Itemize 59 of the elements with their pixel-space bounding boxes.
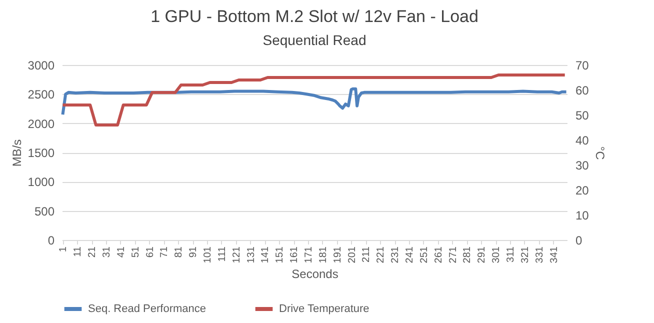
y2-tick-label: 20: [576, 184, 590, 198]
x-tick-label: 91: [188, 246, 200, 258]
x-tick-label: 151: [274, 246, 286, 264]
x-tick-label: 321: [520, 246, 531, 264]
legend-label: Drive Temperature: [279, 303, 370, 315]
x-tick-label: 101: [202, 246, 214, 264]
x-tick-label: 171: [304, 246, 315, 264]
y-tick-label: 2500: [28, 88, 55, 102]
x-tick-label: 71: [159, 246, 170, 258]
x-tick-label: 11: [72, 246, 84, 257]
y2-tick-label: 30: [576, 158, 590, 172]
x-tick-label: 331: [534, 246, 546, 264]
x-tick-label: 121: [231, 246, 242, 264]
x-tick-label: 261: [433, 246, 444, 264]
x-tick-label: 291: [476, 246, 488, 264]
x-tick-label: 231: [390, 246, 402, 264]
x-tick-label: 81: [174, 246, 185, 258]
y2-tick-label: 50: [576, 108, 590, 122]
legend-label: Seq. Read Performance: [88, 303, 206, 315]
chart-subtitle: Sequential Read: [262, 32, 366, 48]
chart-title: 1 GPU - Bottom M.2 Slot w/ 12v Fan - Load: [150, 7, 478, 26]
x-tick-label: 201: [346, 246, 358, 264]
line-series: [61, 87, 568, 116]
x-tick-label: 241: [404, 246, 416, 264]
x-tick-label: 181: [318, 246, 329, 264]
x-tick-label: 31: [102, 246, 113, 258]
y2-tick-label: 70: [576, 58, 590, 72]
y-tick-label: 500: [34, 204, 55, 218]
y-tick-label: 3000: [28, 58, 55, 72]
y2-tick-label: 10: [576, 208, 590, 222]
y-tick-label: 2000: [28, 116, 55, 131]
x-tick-label: 251: [418, 246, 430, 264]
x-tick-label: 281: [462, 246, 474, 264]
x-axis-title: Seconds: [292, 267, 338, 282]
y2-tick-label: 0: [576, 234, 582, 248]
y2-tick-label: 40: [576, 134, 590, 148]
x-tick-label: 1: [58, 246, 70, 252]
x-tick-label: 301: [491, 246, 502, 264]
x-tick-label: 141: [260, 246, 272, 264]
x-tick-label: 221: [376, 246, 387, 264]
x-tick-label: 21: [87, 246, 98, 258]
y-axis-title: MB/s: [10, 139, 24, 167]
x-tick-label: 41: [116, 246, 127, 258]
x-tick-label: 51: [130, 246, 142, 258]
y2-axis-title: °C: [592, 146, 607, 160]
y-tick-label: 1500: [28, 146, 55, 160]
x-tick-label: 61: [144, 246, 156, 258]
y-tick-label: 1000: [28, 175, 55, 190]
x-tick-label: 111: [216, 246, 228, 262]
y2-tick-label: 60: [576, 84, 590, 98]
x-tick-label: 191: [332, 246, 344, 264]
x-tick-label: 161: [289, 246, 300, 264]
line-series: [61, 74, 566, 126]
x-tick-label: 341: [548, 246, 560, 264]
x-tick-label: 131: [246, 246, 257, 264]
x-tick-label: 311: [506, 246, 517, 262]
y-tick-label: 0: [48, 234, 55, 248]
x-tick-label: 271: [448, 246, 459, 264]
x-tick-label: 211: [361, 246, 372, 262]
